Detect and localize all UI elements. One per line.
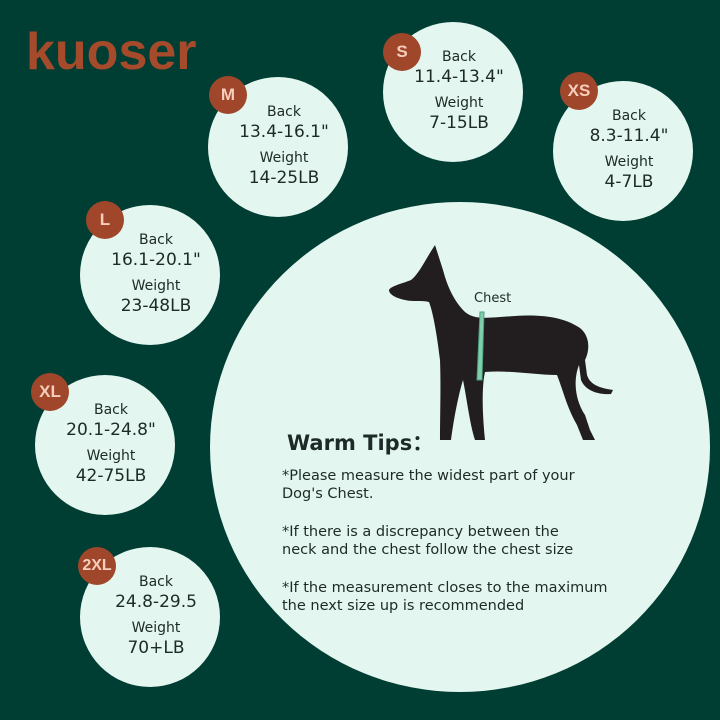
weight-value: 14-25LB: [248, 168, 320, 188]
back-label: Back: [442, 49, 476, 65]
weight-label: Weight: [434, 95, 484, 111]
weight-value: 70+LB: [127, 638, 185, 658]
weight-value: 42-75LB: [75, 466, 147, 486]
back-value: 13.4-16.1": [239, 122, 329, 142]
weight-label: Weight: [604, 154, 654, 170]
weight-label: Weight: [131, 620, 181, 636]
weight-value: 4-7LB: [604, 172, 654, 192]
size-badge-m: M: [209, 76, 247, 114]
size-badge-l: L: [86, 201, 124, 239]
tip-item: *If the measurement closes to the maximu…: [282, 580, 608, 614]
back-label: Back: [612, 108, 646, 124]
back-label: Back: [94, 402, 128, 418]
brand-logo: kuoser: [26, 23, 197, 81]
back-value: 11.4-13.4": [414, 67, 504, 87]
weight-value: 23-48LB: [120, 296, 192, 316]
weight-label: Weight: [86, 448, 136, 464]
measurement-guide-card: [210, 202, 710, 692]
weight-label: Weight: [131, 278, 181, 294]
back-value: 20.1-24.8": [66, 420, 156, 440]
back-label: Back: [139, 574, 173, 590]
weight-value: 7-15LB: [429, 113, 489, 133]
back-label: Back: [139, 232, 173, 248]
size-badge-xs: XS: [560, 72, 598, 110]
warm-tips-title: Warm Tips：: [287, 431, 434, 455]
size-badge-2xl: 2XL: [78, 547, 116, 585]
size-badge-s: S: [383, 33, 421, 71]
tip-item: *If there is a discrepancy between the n…: [282, 524, 574, 558]
back-value: 8.3-11.4": [589, 126, 669, 146]
weight-label: Weight: [259, 150, 309, 166]
chest-label: Chest: [474, 291, 512, 306]
back-value: 24.8-29.5: [115, 592, 197, 612]
tip-item: *Please measure the widest part of your …: [282, 468, 575, 502]
dog-silhouette-icon: [389, 245, 613, 440]
back-value: 16.1-20.1": [111, 250, 201, 270]
size-badge-xl: XL: [31, 373, 69, 411]
back-label: Back: [267, 104, 301, 120]
